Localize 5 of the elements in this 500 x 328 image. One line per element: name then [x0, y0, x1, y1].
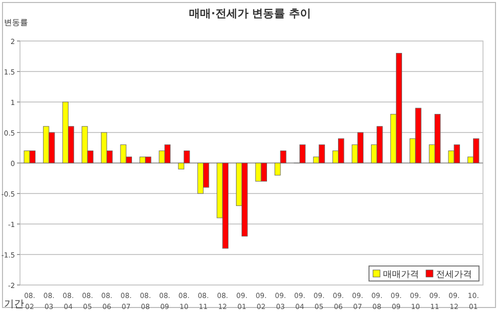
legend-label: 매매가격: [383, 270, 419, 280]
y-axis-title: 변동률: [4, 18, 28, 27]
legend-label: 전세가격: [436, 270, 472, 280]
chart-title: 매매·전세가 변동률 추이: [189, 7, 311, 20]
x-axis-title: 기간: [4, 299, 24, 310]
